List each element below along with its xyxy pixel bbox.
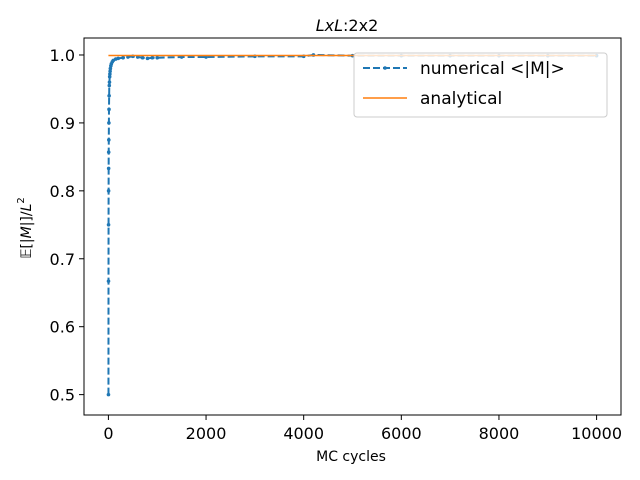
x-tick-label: 10000: [571, 424, 622, 443]
data-point: [106, 392, 111, 397]
chart-title: LxL:2x2: [316, 16, 379, 35]
y-tick-label: 0.6: [50, 318, 75, 337]
data-point: [106, 189, 111, 193]
data-point: [140, 55, 145, 60]
y-tick-label: 0.5: [50, 386, 75, 405]
chart-title-italic: LxL: [316, 16, 343, 35]
data-point: [116, 56, 120, 61]
data-point: [108, 69, 112, 74]
y-tick-label: 0.7: [50, 250, 75, 269]
y-axis-title-sup: 2: [16, 197, 27, 203]
data-point: [107, 107, 111, 112]
chart-title-rest: :2x2: [343, 16, 378, 35]
data-point: [107, 83, 112, 88]
y-tick-label: 0.8: [50, 182, 75, 201]
y-axis-title: 𝔼[|M|]/L2: [16, 197, 35, 259]
legend-marker-numerical: [383, 66, 387, 70]
ticks-layer: 0 2000 4000 6000 8000 10000 0.5 0.6 0.7 0.8 0.9 1.0: [50, 46, 622, 443]
data-point: [121, 55, 125, 60]
plot-frame: [83, 37, 622, 416]
legend-label-numerical: numerical <|M|>: [420, 59, 565, 79]
x-tick-label: 8000: [479, 424, 520, 443]
y-tick-label: 1.0: [50, 46, 75, 65]
data-point: [107, 80, 112, 84]
legend-box: [353, 52, 608, 118]
plot-area: [83, 37, 622, 416]
y-axis-title-var: M: [19, 226, 35, 238]
data-point: [106, 223, 111, 227]
y-axis-title-var2: L: [19, 204, 35, 212]
data-point: [145, 56, 150, 61]
data-point: [155, 55, 160, 60]
y-axis-title-prefix: 𝔼[|: [19, 238, 35, 258]
data-point: [107, 74, 112, 79]
data-point: [106, 279, 111, 283]
series-line-numerical: [107, 53, 597, 395]
data-point: [106, 138, 111, 142]
data-point: [107, 93, 111, 98]
data-point: [107, 121, 111, 125]
y-tick-label: 0.9: [50, 114, 75, 133]
x-tick-label: 0: [103, 424, 113, 443]
data-point: [150, 55, 155, 60]
y-axis-title-mid: |]/: [19, 211, 35, 226]
data-point: [108, 72, 112, 76]
data-point: [108, 66, 113, 71]
x-axis-title: MC cycles: [316, 449, 386, 465]
x-tick-label: 4000: [283, 424, 324, 443]
x-tick-label: 2000: [186, 424, 227, 443]
x-tick-label: 6000: [381, 424, 422, 443]
data-point: [106, 150, 111, 154]
legend-label-analytical: analytical: [420, 89, 502, 109]
data-point: [106, 166, 111, 171]
legend: numerical <|M|> analytical: [353, 52, 608, 118]
